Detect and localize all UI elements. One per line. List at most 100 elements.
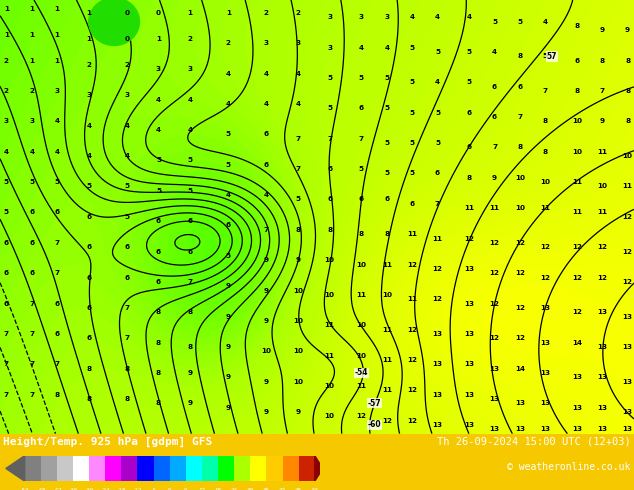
Text: 12: 12 [198,488,205,490]
Text: 5: 5 [188,157,193,164]
Text: 10: 10 [325,292,335,298]
Text: 4: 4 [86,123,91,129]
Text: 9: 9 [295,257,301,263]
Text: 5: 5 [295,196,301,202]
Text: 6: 6 [86,214,91,220]
Text: 13: 13 [464,392,474,397]
Text: 2: 2 [226,40,231,47]
Text: 12: 12 [540,274,550,281]
Text: 11: 11 [572,210,582,216]
Text: 6: 6 [517,84,522,90]
Text: 4: 4 [124,123,129,129]
Text: 18: 18 [214,488,222,490]
Text: 8: 8 [124,366,129,371]
Text: 6: 6 [264,162,269,168]
Text: 6: 6 [492,84,497,90]
Text: 14: 14 [572,340,582,345]
Text: 10: 10 [382,292,392,298]
Text: 12: 12 [407,262,417,268]
Text: 8: 8 [517,53,522,59]
Text: 8: 8 [295,227,301,233]
Text: 5: 5 [4,179,9,185]
Text: 8: 8 [625,88,630,94]
Text: 6: 6 [435,171,440,176]
Text: -42: -42 [51,488,62,490]
Text: 12: 12 [623,248,633,254]
Text: 10: 10 [356,353,366,359]
Text: 9: 9 [226,374,231,380]
Text: 13: 13 [623,379,633,385]
Text: 6: 6 [86,244,91,250]
Text: 6: 6 [574,58,579,64]
Text: 5: 5 [359,75,364,81]
Text: 12: 12 [515,270,525,276]
Text: 0: 0 [124,10,129,16]
Text: 7: 7 [543,88,548,94]
Text: 11: 11 [597,149,607,155]
Text: 9: 9 [492,175,497,181]
Text: 6: 6 [156,218,161,224]
Text: 4: 4 [295,71,301,77]
Text: 7: 7 [4,392,9,397]
Text: 7: 7 [327,136,332,142]
Text: 5: 5 [124,214,129,220]
Text: 9: 9 [625,27,630,33]
Text: 10: 10 [261,348,271,354]
Text: 30: 30 [247,488,254,490]
Text: 12: 12 [597,244,607,250]
Text: 12: 12 [489,335,500,341]
Text: 4: 4 [384,45,389,50]
Text: 7: 7 [29,392,34,397]
Text: 11: 11 [540,205,550,211]
Text: 13: 13 [432,361,443,368]
Text: -57: -57 [367,399,381,408]
Text: 57: 57 [547,52,557,61]
Text: 1: 1 [29,6,34,12]
Text: 5: 5 [124,183,129,190]
Text: 10: 10 [623,153,633,159]
Text: 13: 13 [464,331,474,337]
Text: 2: 2 [4,88,9,94]
Text: 7: 7 [124,305,129,311]
Text: 11: 11 [432,236,443,242]
Text: 8: 8 [600,58,605,64]
Text: 5: 5 [492,19,497,25]
Text: 1: 1 [226,10,231,16]
Polygon shape [6,456,25,481]
Text: 4: 4 [188,127,193,133]
Text: 5: 5 [327,75,332,81]
Text: 5: 5 [435,110,440,116]
Text: Th 26-09-2024 15:00 UTC (12+03): Th 26-09-2024 15:00 UTC (12+03) [437,437,631,446]
Text: 9: 9 [264,257,269,263]
Text: 6: 6 [188,248,193,254]
Text: 2: 2 [124,62,129,68]
Text: 7: 7 [124,335,129,341]
Text: 10: 10 [293,348,303,354]
Text: 5: 5 [467,49,472,55]
Text: 9: 9 [226,405,231,411]
Text: 7: 7 [55,361,60,368]
Text: 13: 13 [489,366,500,371]
Text: 5: 5 [410,110,415,116]
Text: 6: 6 [467,145,472,150]
Text: 3: 3 [55,88,60,94]
Text: -24: -24 [100,488,110,490]
Text: -30: -30 [84,488,94,490]
Text: 4: 4 [359,45,364,50]
Text: 0: 0 [168,488,171,490]
Text: 8: 8 [517,145,522,150]
Text: 3: 3 [29,119,34,124]
Text: 13: 13 [489,396,500,402]
Text: 9: 9 [226,314,231,319]
Text: 4: 4 [226,71,231,77]
Text: 1: 1 [4,6,9,12]
Text: 10: 10 [325,413,335,419]
Text: 13: 13 [597,405,607,411]
Text: 8: 8 [156,400,161,406]
Text: 6: 6 [4,270,9,276]
Text: 12: 12 [464,236,474,242]
Text: 3: 3 [264,40,269,47]
Text: 6: 6 [86,305,91,311]
Text: 6: 6 [467,110,472,116]
Text: 13: 13 [597,309,607,315]
